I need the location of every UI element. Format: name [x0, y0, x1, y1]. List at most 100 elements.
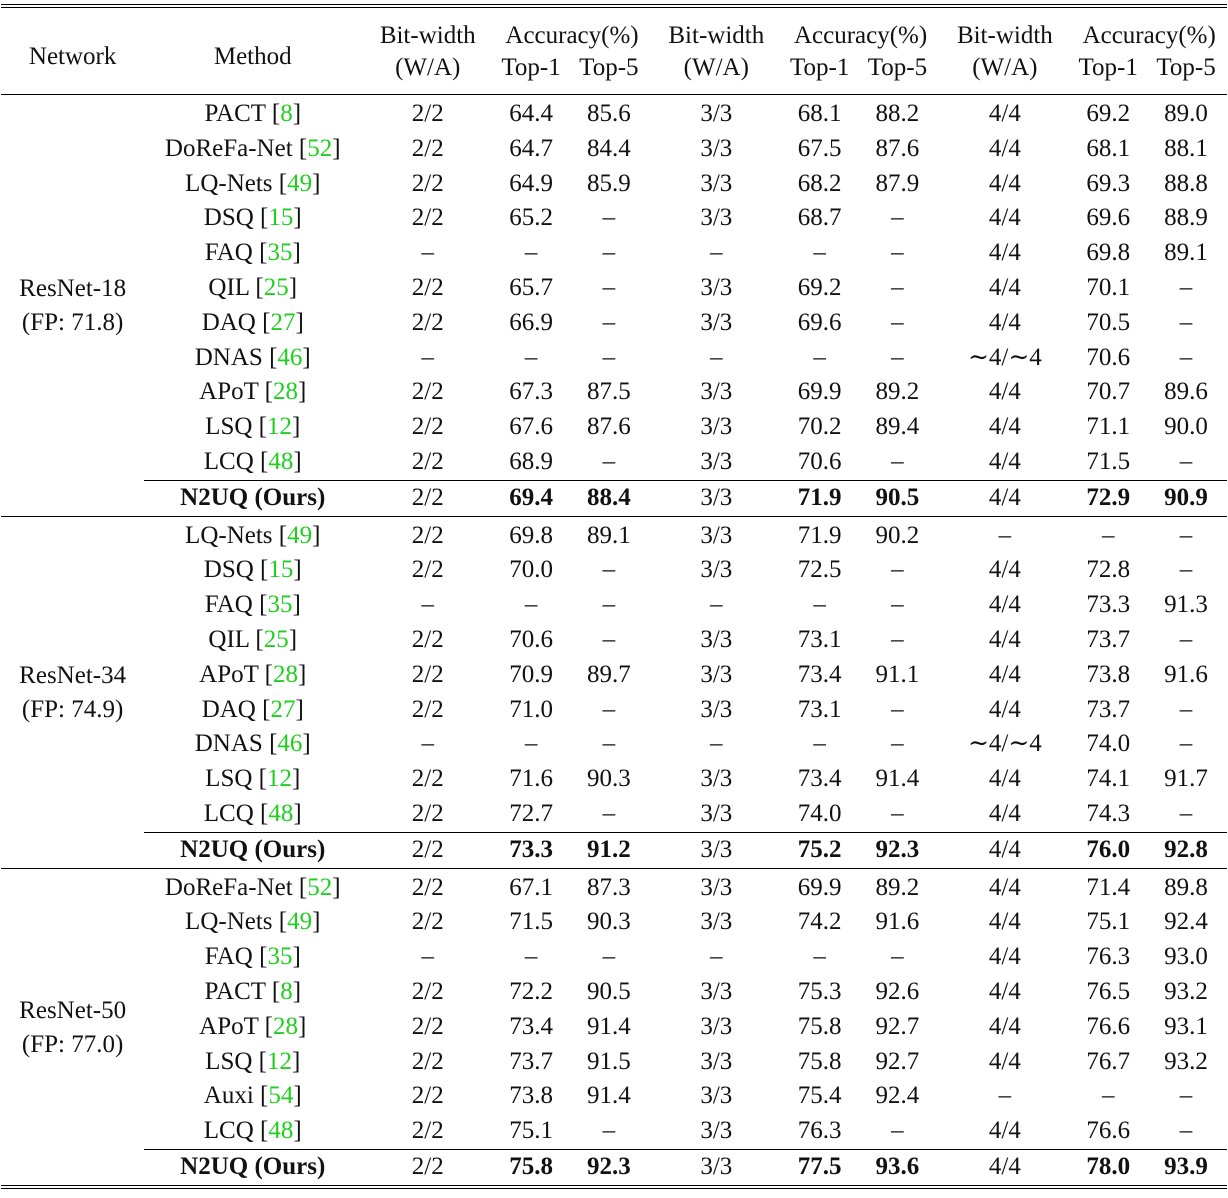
citation-link[interactable]: 27 — [270, 308, 296, 336]
citation-link[interactable]: 48 — [268, 1117, 294, 1145]
citation-link[interactable]: 15 — [268, 556, 294, 584]
citation-link[interactable]: 8 — [280, 100, 293, 127]
bitwidth-cell: 2/2 — [411, 1012, 444, 1040]
top5-cell: – — [602, 730, 616, 758]
top1-cell: 74.0 — [797, 799, 842, 827]
method-name: DoReFa-Net — [164, 873, 293, 901]
bitwidth-cell: 3/3 — [700, 169, 733, 197]
bitwidth-cell: 3/3 — [700, 1117, 733, 1145]
top1-cell: 68.2 — [797, 169, 842, 197]
method-name: DSQ — [203, 204, 254, 232]
network-label: ResNet-18 (FP: 71.8) — [1, 95, 144, 517]
citation-link[interactable]: 28 — [273, 660, 298, 688]
citation-link[interactable]: 28 — [273, 1012, 298, 1040]
bitwidth-cell: 2/2 — [411, 204, 444, 232]
citation-link[interactable]: 49 — [287, 908, 313, 936]
citation-link[interactable]: 8 — [280, 977, 293, 1005]
table-row: ResNet-18 (FP: 71.8) PACT [8] 2/2 64.4 85.6 3/… — [1, 95, 1227, 336]
citation-link[interactable]: 28 — [273, 378, 298, 406]
top1-cell: 76.6 — [1086, 1117, 1131, 1145]
bitwidth-cell: 4/4 — [988, 977, 1021, 1005]
top5-cell: – — [602, 343, 616, 371]
top1-cell: 73.4 — [797, 765, 842, 793]
table-row: DAQ [27] 2/2 71.0 – 3/3 73.1 – 4/4 73.7 – — [1, 693, 1227, 728]
top1-cell: 68.9 — [509, 447, 553, 475]
top5-cell: – — [602, 625, 616, 653]
table-row: DSQ [15] 2/2 70.0 – 3/3 72.5 – 4/4 72.8 – — [1, 553, 1227, 588]
bitwidth-cell: – — [421, 239, 434, 267]
top1-cell: 71.1 — [1086, 413, 1131, 441]
citation-link[interactable]: 12 — [266, 765, 292, 793]
bitwidth-cell: 2/2 — [411, 134, 444, 162]
bitwidth-cell: 2/2 — [411, 625, 444, 653]
top1-cell: 71.0 — [509, 695, 553, 723]
table-row: FAQ [35] – – – – – – 4/4 76.3 93.0 — [1, 940, 1227, 975]
method-cell: APoT [28] — [199, 1012, 307, 1040]
bitwidth-cell: 3/3 — [700, 695, 733, 723]
top1-cell: 73.1 — [797, 625, 842, 653]
top1-cell: – — [813, 343, 826, 371]
citation-link[interactable]: 52 — [307, 873, 333, 901]
bitwidth-cell: 3/3 — [649, 479, 783, 517]
citation-link[interactable]: 27 — [270, 695, 296, 723]
top1-cell: 75.1 — [509, 1117, 553, 1145]
citation-link[interactable]: 49 — [287, 521, 313, 549]
table-row: DSQ [15] 2/2 65.2 – 3/3 68.7 – 4/4 69.6 88.9 — [1, 201, 1227, 236]
top1-cell: – — [1101, 1082, 1115, 1110]
top1-cell: 74.0 — [1086, 730, 1131, 758]
bitwidth-cell: 4/4 — [938, 831, 1072, 869]
citation-link[interactable]: 12 — [266, 1047, 292, 1075]
top5-cell: 88.2 — [875, 100, 920, 127]
bitwidth-cell: 2/2 — [411, 556, 444, 584]
citation-link[interactable]: 35 — [267, 239, 293, 267]
top1-cell: – — [524, 239, 538, 267]
top1-cell: 71.9 — [782, 479, 857, 517]
bitwidth-cell: 2/2 — [411, 1082, 444, 1110]
network-name: ResNet-34 — [19, 662, 127, 690]
citation-link[interactable]: 15 — [268, 204, 294, 232]
bitwidth-cell: – — [710, 343, 723, 371]
bitwidth-cell: 2/2 — [411, 169, 444, 197]
header-top1-4: Top-1 — [1078, 54, 1138, 81]
quantization-results-table: Network Method Bit-width Accuracy(%) Bit… — [1, 8, 1227, 1189]
top5-cell: 92.4 — [1164, 908, 1208, 936]
top1-cell: – — [524, 343, 538, 371]
top1-cell: 67.3 — [509, 378, 553, 406]
top1-cell: 72.2 — [509, 977, 553, 1005]
citation-link[interactable]: 48 — [268, 447, 294, 475]
top5-cell: – — [602, 695, 616, 723]
header-accuracy-2: Accuracy(%) — [505, 22, 639, 49]
bitwidth-cell: 3/3 — [700, 413, 733, 441]
citation-link[interactable]: 35 — [267, 943, 293, 971]
header-top5-3: Top-5 — [867, 54, 928, 81]
top5-cell: – — [1179, 625, 1193, 653]
top5-cell: 91.4 — [586, 1012, 631, 1040]
method-name: LCQ — [203, 1117, 254, 1145]
citation-link[interactable]: 46 — [277, 343, 303, 371]
top5-cell: 90.3 — [586, 908, 631, 936]
table-row: DNAS [46] – – – – – – ∼4/∼4 74.0 – — [1, 727, 1227, 762]
network-group-resnet-18: ResNet-18 (FP: 71.8) PACT [8] 2/2 64.4 85.6 3/… — [1, 95, 1227, 517]
top1-cell: 72.8 — [1086, 556, 1131, 584]
method-name: LSQ — [205, 1047, 253, 1075]
citation-link[interactable]: 25 — [263, 273, 289, 301]
table-row: FAQ [35] – – – – – – 4/4 73.3 91.3 — [1, 588, 1227, 623]
citation-link[interactable]: 35 — [267, 591, 293, 619]
bitwidth-cell: 4/4 — [988, 169, 1021, 197]
bitwidth-cell: – — [998, 1082, 1012, 1110]
citation-link[interactable]: 49 — [287, 169, 313, 197]
table-row: QIL [25] 2/2 70.6 – 3/3 73.1 – 4/4 73.7 – — [1, 623, 1227, 658]
bitwidth-cell: 2/2 — [411, 1047, 444, 1075]
citation-link[interactable]: 46 — [277, 730, 303, 758]
citation-link[interactable]: 52 — [307, 134, 333, 162]
top1-cell: 78.0 — [1071, 1148, 1146, 1187]
table-row: FAQ [35] – – – – – – 4/4 69.8 89.1 — [1, 236, 1227, 271]
table-row: LSQ [12] 2/2 73.7 91.5 3/3 75.8 92.7 4/4 76.7 93.… — [1, 1045, 1227, 1080]
bitwidth-cell: 2/2 — [411, 447, 444, 475]
citation-link[interactable]: 25 — [263, 625, 289, 653]
bitwidth-cell: 4/4 — [988, 308, 1021, 336]
top5-cell: – — [602, 591, 616, 619]
citation-link[interactable]: 54 — [268, 1082, 294, 1110]
citation-link[interactable]: 12 — [266, 413, 292, 441]
citation-link[interactable]: 48 — [268, 799, 294, 827]
